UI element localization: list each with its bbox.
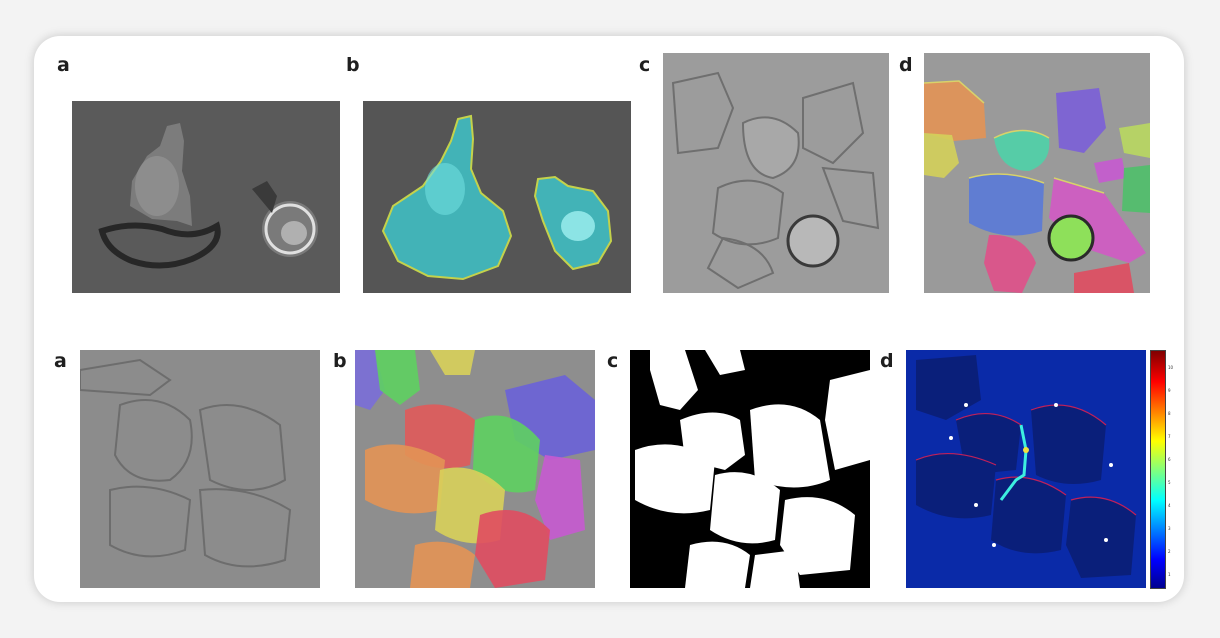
binary-mask-bottom-c <box>630 350 870 588</box>
colorbar-tick-label: 1 <box>1168 572 1171 577</box>
colorbar-tick-label: 6 <box>1168 457 1171 462</box>
colorbar-tick-label: 10 <box>1168 365 1174 370</box>
label-bottom-a: a <box>54 350 67 372</box>
weight-map-bottom-d <box>906 350 1146 588</box>
micrograph-bottom-a <box>80 350 320 588</box>
label-top-c: c <box>639 54 651 76</box>
label-bottom-d: d <box>880 350 894 372</box>
label-top-b: b <box>346 54 360 76</box>
colorbar-tick-label: 5 <box>1168 480 1171 485</box>
colorbar <box>1150 350 1166 589</box>
colorbar-tick-label: 9 <box>1168 388 1171 393</box>
colorbar-tick-label: 8 <box>1168 411 1171 416</box>
colorbar-tick-label: 2 <box>1168 549 1171 554</box>
label-bottom-b: b <box>333 350 347 372</box>
label-top-a: a <box>57 54 70 76</box>
label-top-d: d <box>899 54 913 76</box>
micrograph-top-a <box>72 101 340 293</box>
colorbar-tick-label: 4 <box>1168 503 1171 508</box>
micrograph-top-c <box>663 53 889 293</box>
segmentation-top-b <box>363 101 631 293</box>
colorbar-tick-label: 7 <box>1168 434 1171 439</box>
colorbar-tick-label: 3 <box>1168 526 1171 531</box>
label-bottom-c: c <box>607 350 619 372</box>
segmentation-top-d <box>924 53 1150 293</box>
segmentation-bottom-b <box>355 350 595 588</box>
